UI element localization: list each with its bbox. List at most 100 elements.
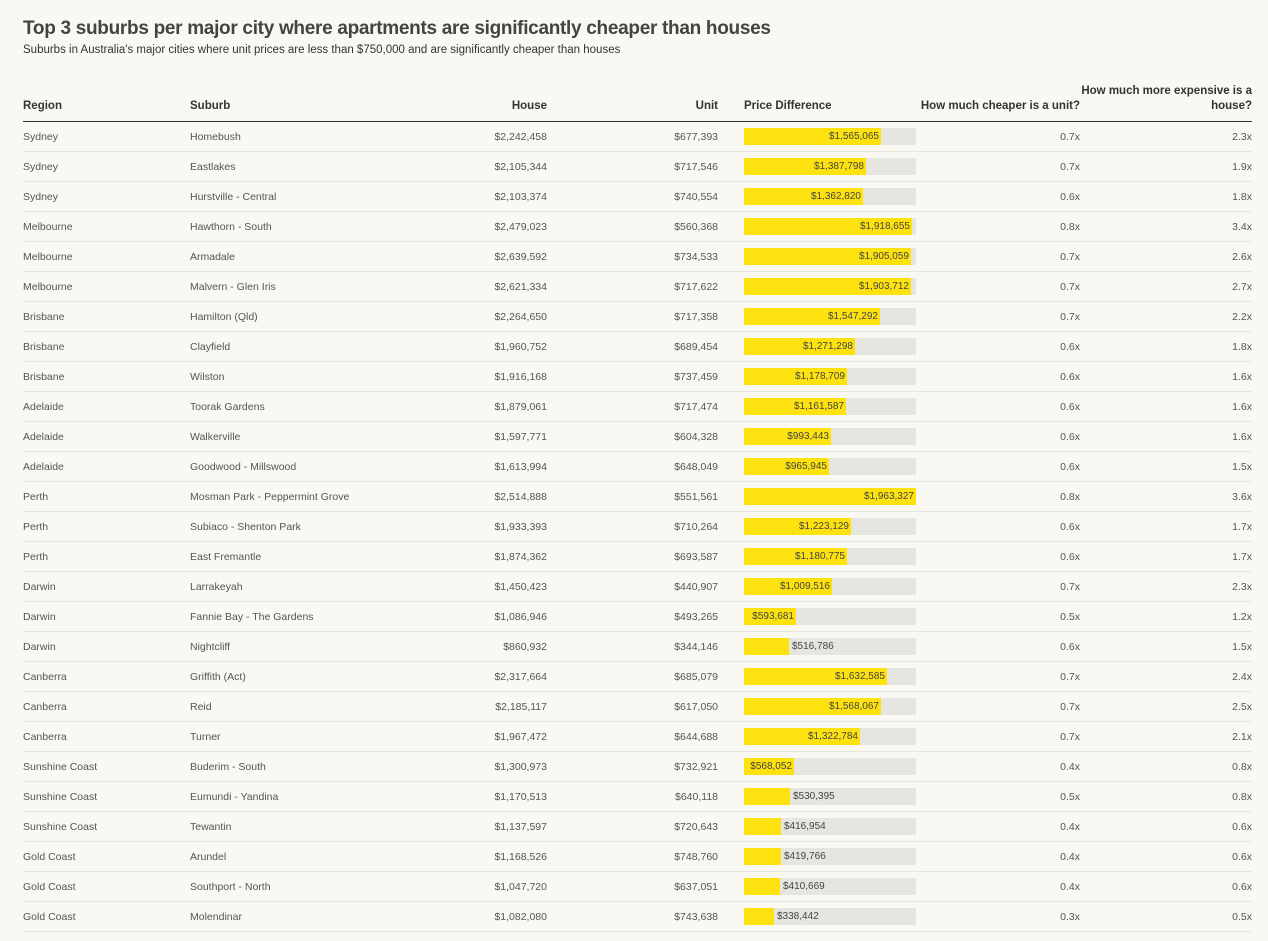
header-region[interactable]: Region xyxy=(23,84,190,122)
price-difference-bar xyxy=(744,128,881,145)
price-difference-label: $1,322,784 xyxy=(807,731,858,742)
cell-unit: $740,554 xyxy=(547,181,718,212)
header-expensive-house[interactable]: How much more expensive is a house? xyxy=(1080,84,1252,122)
cell-unit: $648,049 xyxy=(547,451,718,482)
bar-track: $1,903,712 xyxy=(744,278,916,295)
cell-cheaper-unit: 0.4x xyxy=(916,751,1080,782)
bar-track: $1,009,516 xyxy=(744,578,916,595)
bar-track: $1,180,775 xyxy=(744,548,916,565)
cell-spacer xyxy=(718,391,744,422)
cell-house: $1,450,423 xyxy=(390,571,547,602)
cell-cheaper-unit: 0.6x xyxy=(916,451,1080,482)
header-unit[interactable]: Unit xyxy=(547,84,718,122)
cell-spacer xyxy=(718,661,744,692)
price-difference-label: $593,681 xyxy=(752,611,794,622)
cell-region: Adelaide xyxy=(23,451,190,482)
cell-suburb: Hamilton (Qld) xyxy=(190,301,390,332)
bar-track: $419,766 xyxy=(744,848,916,865)
cell-unit: $717,358 xyxy=(547,301,718,332)
chart-subtitle: Suburbs in Australia's major cities wher… xyxy=(23,44,621,56)
table-row: Adelaide Goodwood - Millswood $1,613,994 $6… xyxy=(23,451,1252,482)
cell-spacer xyxy=(718,361,744,392)
cell-expensive-house: 0.6x xyxy=(1080,811,1252,842)
cell-region: Sunshine Coast xyxy=(23,751,190,782)
cell-cheaper-unit: 0.7x xyxy=(916,241,1080,272)
price-difference-bar xyxy=(744,818,781,835)
price-difference-label: $1,565,065 xyxy=(828,131,879,142)
cell-suburb: Nightcliff xyxy=(190,631,390,662)
price-difference-label: $965,945 xyxy=(785,461,827,472)
price-difference-label: $410,669 xyxy=(783,881,825,892)
cell-price-difference: $1,918,655 xyxy=(744,211,916,242)
cell-unit: $737,459 xyxy=(547,361,718,392)
cell-expensive-house: 1.5x xyxy=(1080,451,1252,482)
bar-track: $530,395 xyxy=(744,788,916,805)
table-row: Darwin Larrakeyah $1,450,423 $440,907 $1,009… xyxy=(23,571,1252,602)
cell-house: $1,300,973 xyxy=(390,751,547,782)
cell-cheaper-unit: 0.4x xyxy=(916,811,1080,842)
cell-unit: $644,688 xyxy=(547,721,718,752)
cell-spacer xyxy=(718,481,744,512)
cell-price-difference: $516,786 xyxy=(744,631,916,662)
table-row: Gold Coast Southport - North $1,047,720 $63… xyxy=(23,871,1252,902)
table-row: Canberra Reid $2,185,117 $617,050 $1,568,067… xyxy=(23,691,1252,722)
data-table: Region Suburb House Unit Price Differenc… xyxy=(23,84,1252,932)
cell-price-difference: $1,905,059 xyxy=(744,241,916,272)
cell-price-difference: $1,223,129 xyxy=(744,511,916,542)
table-row: Perth Subiaco - Shenton Park $1,933,393 $71… xyxy=(23,511,1252,542)
bar-track: $416,954 xyxy=(744,818,916,835)
cell-spacer xyxy=(718,631,744,662)
cell-spacer xyxy=(718,571,744,602)
header-cheaper-unit[interactable]: How much cheaper is a unit? xyxy=(916,84,1080,122)
cell-suburb: Eastlakes xyxy=(190,151,390,182)
price-difference-bar xyxy=(744,878,780,895)
cell-suburb: Mosman Park - Peppermint Grove xyxy=(190,481,390,512)
cell-suburb: Reid xyxy=(190,691,390,722)
cell-cheaper-unit: 0.3x xyxy=(916,901,1080,932)
header-spacer xyxy=(718,84,744,122)
cell-expensive-house: 1.8x xyxy=(1080,181,1252,212)
bar-track: $1,387,798 xyxy=(744,158,916,175)
cell-price-difference: $1,178,709 xyxy=(744,361,916,392)
cell-region: Melbourne xyxy=(23,271,190,302)
cell-cheaper-unit: 0.7x xyxy=(916,721,1080,752)
cell-expensive-house: 1.6x xyxy=(1080,391,1252,422)
price-difference-bar xyxy=(744,548,847,565)
cell-cheaper-unit: 0.7x xyxy=(916,661,1080,692)
cell-expensive-house: 0.6x xyxy=(1080,841,1252,872)
cell-unit: $617,050 xyxy=(547,691,718,722)
cell-cheaper-unit: 0.6x xyxy=(916,331,1080,362)
header-row: Region Suburb House Unit Price Differenc… xyxy=(23,84,1252,122)
cell-spacer xyxy=(718,871,744,902)
cell-spacer xyxy=(718,841,744,872)
cell-cheaper-unit: 0.7x xyxy=(916,691,1080,722)
bar-track: $1,568,067 xyxy=(744,698,916,715)
header-suburb[interactable]: Suburb xyxy=(190,84,390,122)
header-price-difference[interactable]: Price Difference xyxy=(744,84,916,122)
price-difference-bar xyxy=(744,458,829,475)
cell-price-difference: $416,954 xyxy=(744,811,916,842)
header-house[interactable]: House xyxy=(390,84,547,122)
price-difference-label: $1,905,059 xyxy=(858,251,909,262)
cell-price-difference: $568,052 xyxy=(744,751,916,782)
price-difference-bar xyxy=(744,278,911,295)
price-difference-bar xyxy=(744,848,781,865)
price-difference-bar xyxy=(744,248,911,265)
cell-suburb: Turner xyxy=(190,721,390,752)
cell-expensive-house: 2.4x xyxy=(1080,661,1252,692)
cell-house: $1,137,597 xyxy=(390,811,547,842)
bar-track: $516,786 xyxy=(744,638,916,655)
cell-suburb: East Fremantle xyxy=(190,541,390,572)
price-difference-bar xyxy=(744,398,846,415)
cell-cheaper-unit: 0.6x xyxy=(916,361,1080,392)
price-difference-label: $1,161,587 xyxy=(793,401,844,412)
table-row: Gold Coast Arundel $1,168,526 $748,760 $419,… xyxy=(23,841,1252,872)
cell-house: $2,514,888 xyxy=(390,481,547,512)
price-difference-label: $1,009,516 xyxy=(779,581,830,592)
table-row: Adelaide Toorak Gardens $1,879,061 $717,474… xyxy=(23,391,1252,422)
cell-house: $2,103,374 xyxy=(390,181,547,212)
price-difference-bar xyxy=(744,368,847,385)
cell-expensive-house: 2.1x xyxy=(1080,721,1252,752)
bar-track: $1,632,585 xyxy=(744,668,916,685)
price-difference-label: $1,918,655 xyxy=(859,221,910,232)
